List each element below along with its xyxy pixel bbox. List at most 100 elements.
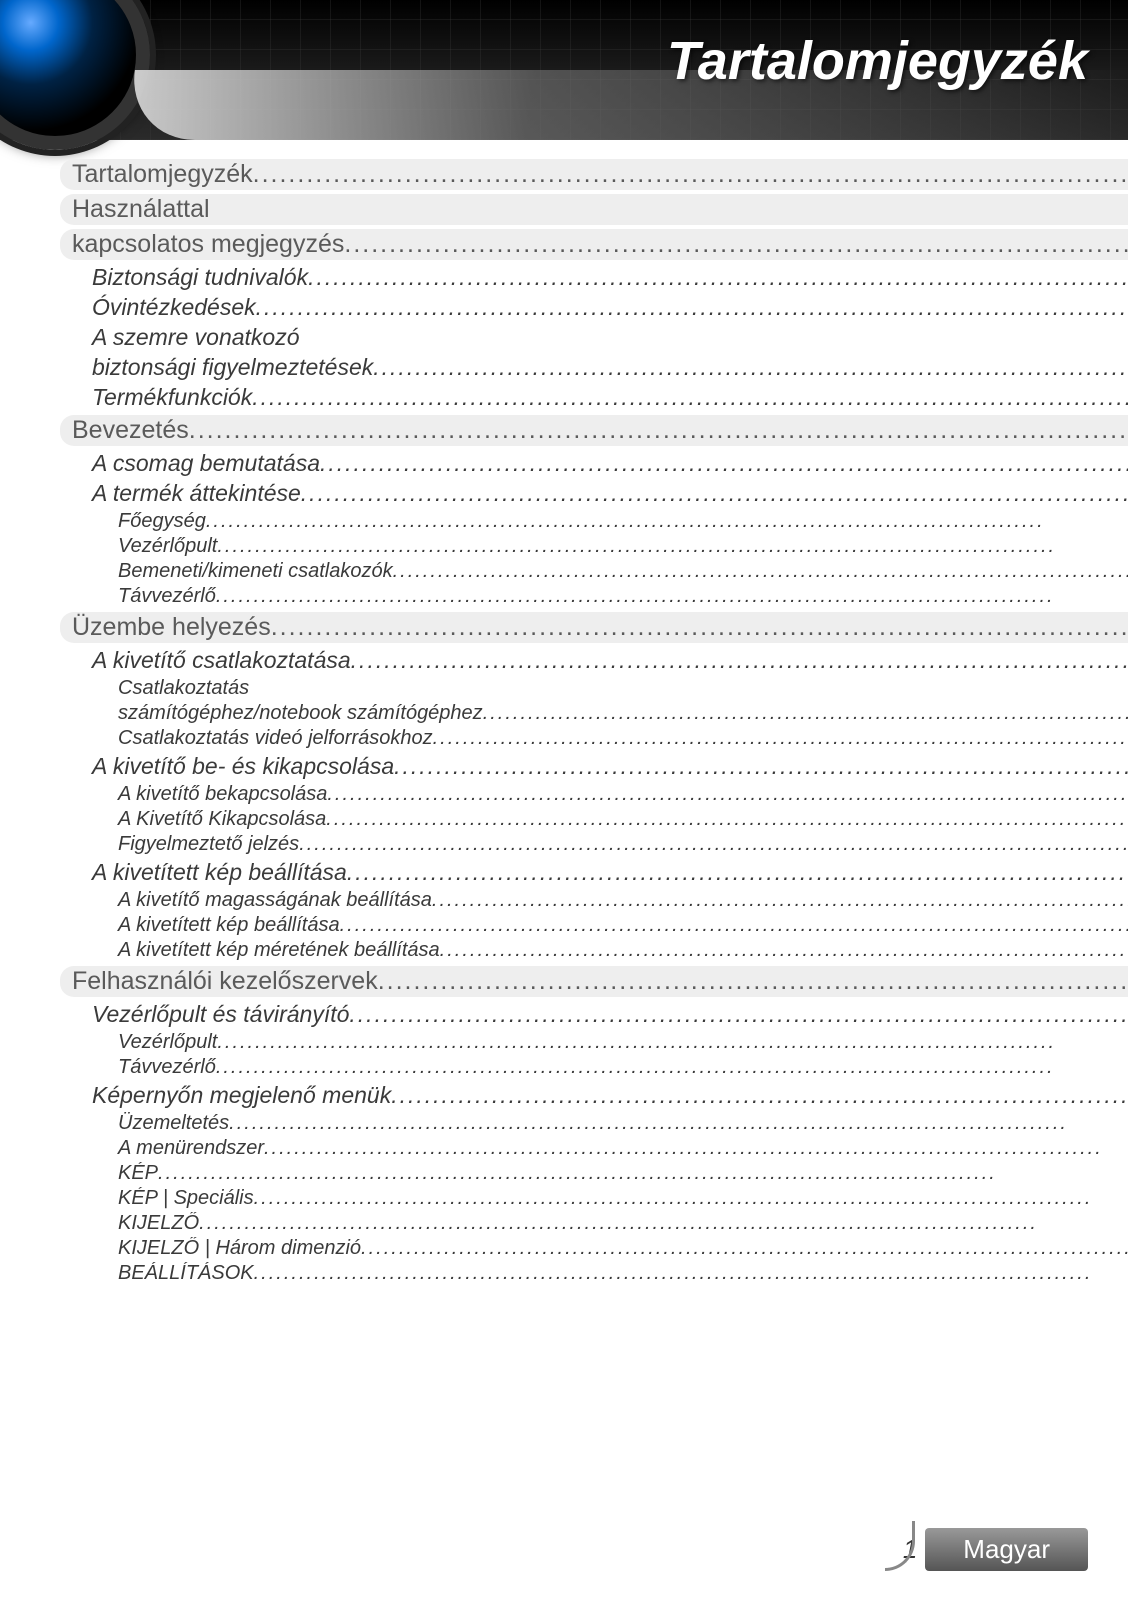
toc-leader-dots xyxy=(264,1137,1128,1160)
toc-label: Biztonsági tudnivalók xyxy=(92,264,308,291)
toc-label: A termék áttekintése xyxy=(92,480,301,507)
toc-leader-dots xyxy=(253,160,1128,189)
toc-label: A Kivetítő Kikapcsolása xyxy=(118,808,326,831)
toc-leader-dots xyxy=(254,1262,1128,1285)
toc-label-line: Használattal xyxy=(60,194,1128,225)
header-banner: Tartalomjegyzék xyxy=(0,0,1128,140)
toc-entry: Biztonsági tudnivalók2 xyxy=(60,264,1128,291)
toc-label: Távvezérlő xyxy=(118,585,216,608)
toc-label: A csomag bemutatása xyxy=(92,450,320,477)
toc-entry: Távvezérlő19 xyxy=(60,1056,1128,1079)
toc-label-line: számítógéphez/notebook számítógéphez11 xyxy=(60,702,1128,725)
toc-entry: KÉP24 xyxy=(60,1162,1128,1185)
toc-label: Üzemeltetés xyxy=(118,1112,229,1135)
toc-label: KIJELZŐ | Három dimenzió xyxy=(118,1237,361,1260)
toc-leader-dots xyxy=(229,1112,1128,1135)
toc-leader-dots xyxy=(271,613,1128,642)
toc-leader-dots xyxy=(217,535,1128,558)
toc-label: Használattal xyxy=(72,195,210,224)
toc-column-left: Tartalomjegyzék1 Használattal kapcsolatos … xyxy=(40,155,1128,1511)
toc-label-line: Csatlakoztatás xyxy=(60,677,1128,700)
toc-leader-dots xyxy=(373,354,1128,381)
toc-leader-dots xyxy=(256,294,1128,321)
toc-entry: A termék áttekintése7 xyxy=(60,480,1128,507)
toc-entry: Vezérlőpult és távirányító18 xyxy=(60,1001,1128,1028)
toc-entry: A kivetített kép méretének beállítása16 xyxy=(60,939,1128,962)
toc-label: A menürendszer xyxy=(118,1137,264,1160)
toc-leader-dots xyxy=(206,510,1128,533)
toc-leader-dots xyxy=(320,450,1128,477)
toc-entry: Vezérlőpult18 xyxy=(60,1031,1128,1054)
toc-leader-dots xyxy=(199,1212,1128,1235)
toc-leader-dots xyxy=(254,1187,1128,1210)
toc-leader-dots xyxy=(344,230,1128,259)
toc-entry: Üzembe helyezés11 xyxy=(60,612,1128,643)
toc-label: Felhasználói kezelőszervek xyxy=(72,967,378,996)
toc-leader-dots xyxy=(326,808,1128,831)
toc-leader-dots xyxy=(349,1001,1128,1028)
toc-entry: A kivetített kép beállítása15 xyxy=(60,859,1128,886)
toc-entry: A kivetítő csatlakoztatása11 xyxy=(60,647,1128,674)
toc-leader-dots xyxy=(299,833,1128,856)
toc-leader-dots xyxy=(308,264,1128,291)
toc-label: A kivetítő be- és kikapcsolása xyxy=(92,753,394,780)
toc-entry: Csatlakoztatás videó jelforrásokhoz12 xyxy=(60,727,1128,750)
toc-entry: BEÁLLÍTÁSOK31 xyxy=(60,1262,1128,1285)
toc-label: Csatlakoztatás xyxy=(118,677,249,700)
toc-entry: A Kivetítő Kikapcsolása14 xyxy=(60,808,1128,831)
toc-label: A kivetített kép beállítása xyxy=(118,914,340,937)
toc-leader-dots xyxy=(378,967,1128,996)
toc-label: Távvezérlő xyxy=(118,1056,216,1079)
toc-leader-dots xyxy=(327,783,1128,806)
toc-leader-dots xyxy=(216,585,1128,608)
toc-leader-dots xyxy=(217,1031,1128,1054)
toc-leader-dots xyxy=(301,480,1128,507)
toc-entry: Termékfunkciók5 xyxy=(60,384,1128,411)
toc-label: Csatlakoztatás videó jelforrásokhoz xyxy=(118,727,433,750)
toc-leader-dots xyxy=(158,1162,1128,1185)
toc-leader-dots xyxy=(361,1237,1128,1260)
toc-leader-dots xyxy=(432,889,1128,912)
toc-label: Vezérlőpult xyxy=(118,1031,217,1054)
toc-entry: Távvezérlő10 xyxy=(60,585,1128,608)
toc-entry: A kivetítő be- és kikapcsolása13 xyxy=(60,753,1128,780)
toc-leader-dots xyxy=(483,702,1128,725)
toc-label: KÉP | Speciális xyxy=(118,1187,254,1210)
toc-entry: A csomag bemutatása6 xyxy=(60,450,1128,477)
toc-leader-dots xyxy=(433,727,1128,750)
toc-label: A kivetítő magasságának beállítása xyxy=(118,889,432,912)
footer: 1 Magyar xyxy=(903,1528,1088,1571)
page-title: Tartalomjegyzék xyxy=(667,30,1088,92)
toc-label: Képernyőn megjelenő menük xyxy=(92,1082,391,1109)
toc-label: A kivetítő bekapcsolása xyxy=(118,783,327,806)
toc-label: kapcsolatos megjegyzés xyxy=(72,230,344,259)
toc-entry: Tartalomjegyzék1 xyxy=(60,159,1128,190)
toc-entry: Főegység7 xyxy=(60,510,1128,533)
toc-label: KIJELZŐ xyxy=(118,1212,199,1235)
toc-label: Vezérlőpult és távirányító xyxy=(92,1001,349,1028)
toc-label: Üzembe helyezés xyxy=(72,613,271,642)
toc-label: Óvintézkedések xyxy=(92,294,256,321)
toc-entry: Üzemeltetés21 xyxy=(60,1112,1128,1135)
toc-entry: Bevezetés6 xyxy=(60,415,1128,446)
toc-leader-dots xyxy=(252,384,1128,411)
toc-entry: A kivetítő magasságának beállítása15 xyxy=(60,889,1128,912)
toc-label: biztonsági figyelmeztetések xyxy=(92,354,373,381)
toc-entry: Felhasználói kezelőszervek18 xyxy=(60,966,1128,997)
toc-entry: KIJELZŐ | Három dimenzió30 xyxy=(60,1237,1128,1260)
toc-entry: Figyelmeztető jelzés14 xyxy=(60,833,1128,856)
toc-label-line: A szemre vonatkozó xyxy=(60,324,1128,351)
language-tab: Magyar xyxy=(925,1528,1088,1571)
toc-entry: Óvintézkedések3 xyxy=(60,294,1128,321)
toc-leader-dots xyxy=(216,1056,1128,1079)
toc-label: A szemre vonatkozó xyxy=(92,324,300,351)
toc-label: Tartalomjegyzék xyxy=(72,160,253,189)
toc-leader-dots xyxy=(391,1082,1128,1109)
toc-label: A kivetített kép beállítása xyxy=(92,859,347,886)
toc-entry: KIJELZŐ28 xyxy=(60,1212,1128,1235)
toc-entry: A menürendszer22 xyxy=(60,1137,1128,1160)
toc-label: számítógéphez/notebook számítógéphez xyxy=(118,702,483,725)
toc-label: Figyelmeztető jelzés xyxy=(118,833,299,856)
toc-entry: Bemeneti/kimeneti csatlakozók9 xyxy=(60,560,1128,583)
toc-label: Termékfunkciók xyxy=(92,384,252,411)
